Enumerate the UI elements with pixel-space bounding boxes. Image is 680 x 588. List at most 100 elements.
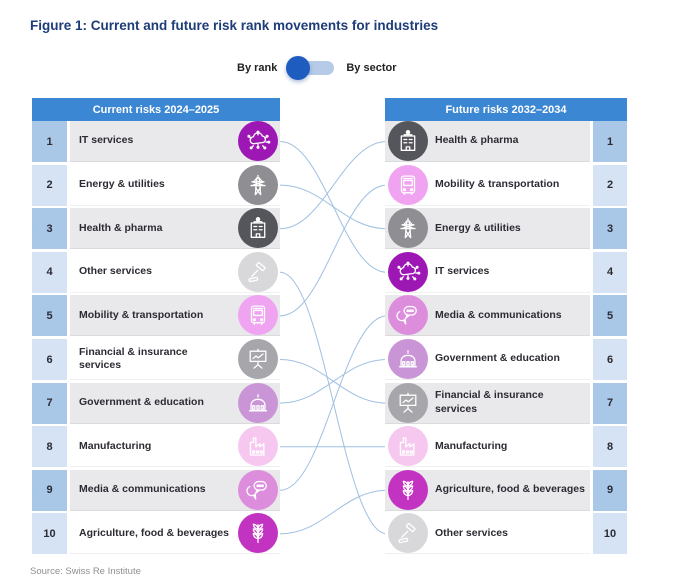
sector-cell: Mobility & transportation: [385, 164, 590, 206]
sector-cell: Financial & insurance services: [70, 339, 280, 380]
sector-cell: Government & education: [385, 339, 590, 380]
sector-cell: Other services: [385, 513, 590, 555]
sector-label: Other services: [435, 526, 508, 539]
current-risk-row-2: 2 Energy & utilities: [32, 164, 280, 206]
toggle-label-by-sector[interactable]: By sector: [346, 62, 397, 74]
sector-label: Manufacturing: [79, 439, 152, 452]
presentation-chart-icon: [388, 382, 428, 423]
current-risk-row-5: 5 Mobility & transportation: [32, 295, 280, 337]
future-rank-number: 3: [593, 208, 627, 250]
future-risk-row-7: Financial & insurance services 7: [385, 382, 627, 424]
sector-cell: Mobility & transportation: [70, 295, 280, 337]
current-risk-row-8: 8 Manufacturing: [32, 426, 280, 468]
connector-7-to-6: [279, 359, 388, 404]
current-risk-row-4: 4 Other services: [32, 251, 280, 293]
sector-cell: Other services: [70, 251, 280, 293]
current-rank-number: 10: [32, 513, 67, 555]
sector-cell: IT services: [385, 251, 590, 293]
current-risks-header: Current risks 2024–2025: [32, 98, 280, 121]
sector-cell: Financial & insurance services: [385, 382, 590, 424]
future-rank-number: 1: [593, 121, 627, 162]
connector-6-to-7: [279, 359, 388, 404]
hospital-icon: [238, 208, 278, 249]
toggle-knob[interactable]: [286, 56, 311, 80]
view-toggle-group: By rank By sector: [237, 56, 397, 80]
speech-bubbles-icon: [388, 295, 428, 336]
cloud-network-icon: [388, 251, 428, 292]
sector-cell: Health & pharma: [70, 208, 280, 250]
sector-cell: Manufacturing: [70, 426, 280, 468]
sector-label: Manufacturing: [435, 439, 508, 452]
sector-label: Media & communications: [435, 308, 562, 321]
current-risk-row-9: 9 Media & communications: [32, 469, 280, 511]
future-risks-header: Future risks 2032–2034: [385, 98, 627, 121]
sector-label: Government & education: [435, 352, 560, 365]
sector-label: Agriculture, food & beverages: [435, 483, 585, 496]
speech-bubbles-icon: [238, 469, 278, 510]
future-rank-number: 4: [593, 251, 627, 293]
sector-label: Mobility & transportation: [79, 308, 204, 321]
wheat-icon: [238, 513, 278, 554]
cloud-network-icon: [238, 121, 278, 161]
connector-1-to-4: [279, 141, 388, 273]
government-building-icon: [388, 339, 428, 379]
sector-cell: Media & communications: [70, 469, 280, 511]
toggle-label-by-rank[interactable]: By rank: [237, 62, 278, 74]
future-risk-row-1: Health & pharma 1: [385, 121, 627, 162]
future-risk-row-4: IT services 4: [385, 251, 627, 293]
factory-icon: [238, 426, 278, 467]
future-rank-number: 9: [593, 469, 627, 511]
source-note: Source: Swiss Re Institute: [30, 566, 141, 577]
sector-cell: Agriculture, food & beverages: [70, 513, 280, 555]
sector-cell: Manufacturing: [385, 426, 590, 468]
future-rank-number: 7: [593, 382, 627, 424]
connector-10-to-9: [279, 489, 388, 535]
current-rank-number: 8: [32, 426, 67, 468]
sector-label: Energy & utilities: [435, 221, 521, 234]
future-risk-row-9: Agriculture, food & beverages 9: [385, 469, 627, 511]
sector-label: Energy & utilities: [79, 178, 165, 191]
current-rank-number: 5: [32, 295, 67, 337]
future-rank-number: 8: [593, 426, 627, 468]
sector-label: Financial & insurance services: [79, 345, 188, 371]
connector-2-to-3: [279, 184, 388, 230]
sector-label: Health & pharma: [435, 134, 519, 147]
sector-label: Media & communications: [79, 483, 206, 496]
sector-cell: Health & pharma: [385, 121, 590, 162]
sector-cell: Agriculture, food & beverages: [385, 469, 590, 511]
current-rank-number: 1: [32, 121, 67, 162]
future-rank-number: 10: [593, 513, 627, 555]
future-risk-row-2: Mobility & transportation 2: [385, 164, 627, 206]
gavel-icon: [238, 251, 278, 292]
future-rank-number: 5: [593, 295, 627, 337]
current-risk-row-10: 10 Agriculture, food & beverages: [32, 513, 280, 555]
sector-label: Mobility & transportation: [435, 178, 560, 191]
sector-label: Health & pharma: [79, 221, 163, 234]
current-risk-row-1: 1 IT services: [32, 121, 280, 162]
current-risk-row-7: 7 Government & education: [32, 382, 280, 424]
sector-cell: Media & communications: [385, 295, 590, 337]
power-tower-icon: [238, 164, 278, 205]
current-rank-number: 4: [32, 251, 67, 293]
figure-title: Figure 1: Current and future risk rank m…: [30, 18, 439, 33]
factory-icon: [388, 426, 428, 467]
bus-icon: [388, 164, 428, 205]
connector-9-to-5: [279, 315, 388, 491]
future-rank-number: 6: [593, 339, 627, 380]
rank-sector-toggle[interactable]: [286, 56, 335, 80]
future-risk-row-5: Media & communications 5: [385, 295, 627, 337]
current-rank-number: 6: [32, 339, 67, 380]
sector-label: Agriculture, food & beverages: [79, 526, 229, 539]
power-tower-icon: [388, 208, 428, 249]
current-rank-number: 2: [32, 164, 67, 206]
current-rank-number: 9: [32, 469, 67, 511]
connector-5-to-2: [279, 184, 388, 317]
hospital-icon: [388, 121, 428, 161]
future-risk-row-6: Government & education 6: [385, 339, 627, 380]
sector-label: IT services: [435, 265, 490, 278]
future-risk-row-8: Manufacturing 8: [385, 426, 627, 468]
current-rank-number: 3: [32, 208, 67, 250]
connector-4-to-10: [279, 271, 388, 535]
sector-cell: Government & education: [70, 382, 280, 424]
